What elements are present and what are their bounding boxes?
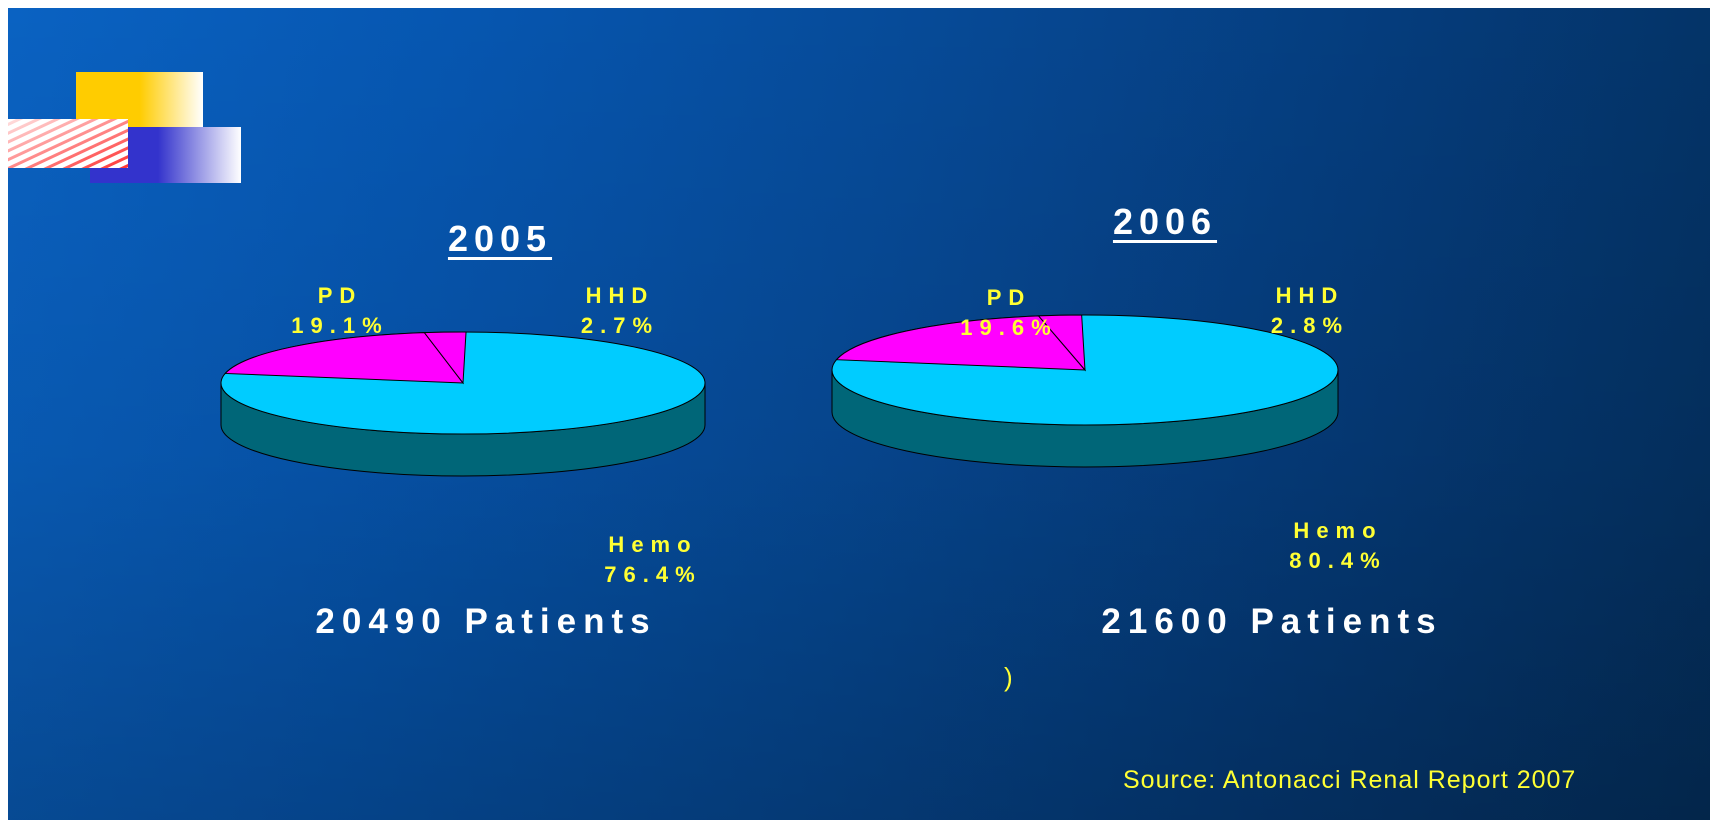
- chart-2005-hhd-name: HHD: [585, 283, 655, 308]
- chart-2006-hemo-label: Hemo 80.4%: [1289, 518, 1386, 574]
- chart-2005-hemo-label: Hemo 76.4%: [604, 532, 701, 588]
- pie-2005-slice-hhd: [423, 331, 467, 385]
- chart-2005-hhd-label: HHD 2.7%: [581, 283, 659, 339]
- chart-2006-hemo-value: 80.4%: [1289, 548, 1387, 573]
- slide: 2005 PD 19.1% HHD 2.7% Hemo 76.4% 20490 …: [8, 8, 1710, 820]
- decorative-logo-blocks: [8, 72, 241, 183]
- chart-2006-title: 2006: [1112, 201, 1218, 242]
- chart-2005-hemo-value: 76.4%: [604, 562, 702, 587]
- red-block-fade: [8, 119, 128, 168]
- pie-2006-slice-hhd: [1037, 314, 1086, 372]
- pie-2005: [220, 331, 706, 477]
- chart-2006-pd-value: 19.6%: [960, 315, 1058, 340]
- chart-2006-hemo-name: Hemo: [1293, 518, 1383, 543]
- yellow-block: [76, 72, 203, 128]
- source-citation: Source: Antonacci Renal Report 2007: [1123, 766, 1577, 794]
- chart-2006-pd-name: PD: [986, 285, 1032, 310]
- chart-2006-pd-label: PD 19.6%: [960, 285, 1057, 341]
- chart-2005-pd-label: PD 19.1%: [291, 283, 388, 339]
- chart-2005-hemo-name: Hemo: [608, 532, 698, 557]
- pie-2006-slice-pd: [835, 315, 1087, 371]
- chart-2005-title: 2005: [447, 218, 553, 259]
- chart-2005-hhd-value: 2.7%: [580, 313, 660, 338]
- pie-charts-canvas: [220, 314, 1339, 477]
- pie-2006: [831, 314, 1339, 468]
- chart-2006-hhd-name: HHD: [1275, 283, 1345, 308]
- chart-2005-patients-caption: 20490 Patients: [315, 602, 657, 641]
- chart-2005-pd-name: PD: [317, 283, 363, 308]
- footnote-mark: ): [1004, 662, 1013, 692]
- chart-2006-patients-caption: 21600 Patients: [1101, 602, 1443, 641]
- pie-2005-slice-pd: [224, 332, 465, 384]
- chart-2006-hhd-value: 2.8%: [1270, 313, 1350, 338]
- chart-2005-pd-value: 19.1%: [291, 313, 389, 338]
- chart-2006-hhd-label: HHD 2.8%: [1271, 283, 1349, 339]
